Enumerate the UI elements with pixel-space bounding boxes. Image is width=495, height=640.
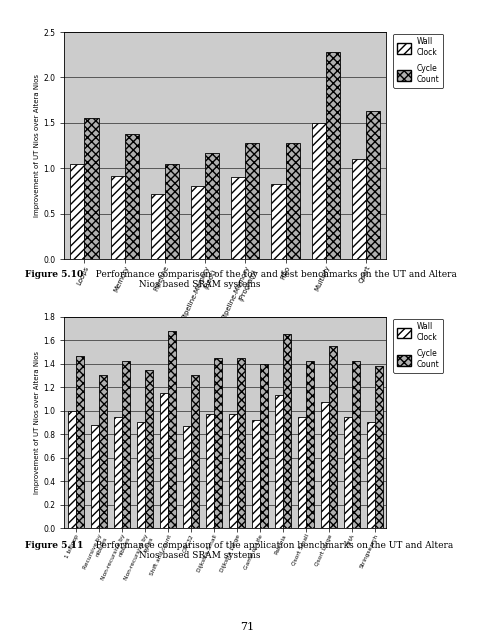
Bar (160, 393, 168, 528)
Y-axis label: Improvement of UT Nios over Altera Nios: Improvement of UT Nios over Altera Nios (35, 74, 41, 217)
Bar (206, 414, 214, 528)
Bar (351, 362, 360, 528)
Bar (297, 417, 305, 528)
Bar (91, 425, 99, 528)
Legend: Wall
Clock, Cycle
Count: Wall Clock, Cycle Count (393, 319, 444, 372)
Bar (275, 396, 283, 528)
Bar (99, 376, 107, 528)
Bar (306, 362, 314, 528)
Bar (229, 414, 237, 528)
Legend: Wall
Clock, Cycle
Count: Wall Clock, Cycle Count (393, 33, 444, 88)
Bar (151, 194, 165, 259)
Bar (344, 417, 351, 528)
Bar (237, 358, 245, 528)
Bar (366, 111, 380, 259)
Bar (260, 364, 268, 528)
Bar (246, 143, 259, 259)
Bar (191, 186, 205, 259)
Bar (168, 331, 176, 528)
Bar (191, 376, 199, 528)
Bar (76, 355, 84, 528)
Bar (231, 177, 246, 259)
Bar (283, 334, 291, 528)
Bar (326, 52, 340, 259)
Bar (165, 164, 179, 259)
Bar (329, 346, 337, 528)
Bar (85, 118, 99, 259)
Bar (68, 411, 76, 528)
Text: Performance comparison of the application benchmarks on the UT and Altera
      : Performance comparison of the applicatio… (87, 541, 453, 560)
Bar (251, 420, 260, 528)
Text: Performance comparison of the toy and test benchmarks on the UT and Altera
     : Performance comparison of the toy and te… (87, 270, 456, 289)
Bar (145, 370, 153, 528)
Bar (352, 159, 366, 259)
Bar (367, 422, 375, 528)
Bar (183, 426, 191, 528)
Bar (125, 134, 139, 259)
Bar (110, 175, 125, 259)
Bar (321, 403, 329, 528)
Y-axis label: Improvement of UT Nios over Altera Nios: Improvement of UT Nios over Altera Nios (35, 351, 41, 494)
Bar (312, 123, 326, 259)
Bar (286, 143, 299, 259)
Bar (214, 358, 222, 528)
Text: 71: 71 (241, 622, 254, 632)
Bar (271, 184, 286, 259)
Bar (205, 153, 219, 259)
Bar (375, 366, 383, 528)
Text: Figure 5.10: Figure 5.10 (25, 270, 83, 279)
Bar (122, 362, 130, 528)
Bar (70, 164, 85, 259)
Text: Figure 5.11: Figure 5.11 (25, 541, 83, 550)
Bar (114, 417, 122, 528)
Bar (137, 422, 145, 528)
